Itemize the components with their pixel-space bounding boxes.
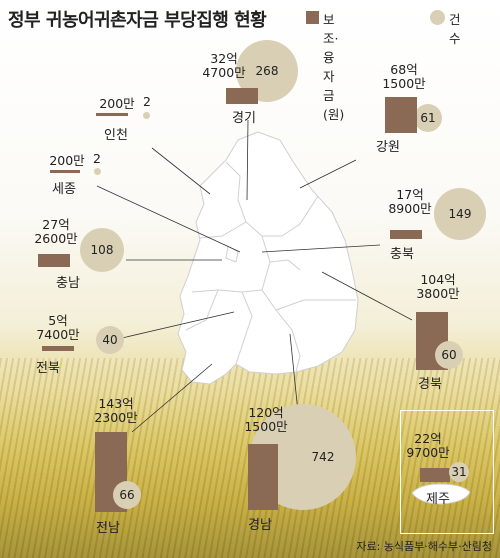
legend-circle-swatch <box>430 10 445 25</box>
bubble-gangwon: 61 <box>414 104 442 132</box>
bar-incheon <box>96 113 128 116</box>
region-name-sejong: 세종 <box>52 182 76 197</box>
region-name-jeonbuk: 전북 <box>36 361 60 376</box>
region-name-jeonnam: 전남 <box>96 521 120 536</box>
amount-sejong: 200만 <box>49 153 85 168</box>
legend-bar-label: 보조·융자금(원) <box>323 12 345 122</box>
amount-chungnam: 27억 2600만 <box>34 217 78 246</box>
amount-jeonbuk: 5억 7400만 <box>36 313 80 342</box>
bubble-jeonbuk: 40 <box>96 326 124 354</box>
bar-jeonbuk <box>42 346 74 351</box>
region-name-gyeongnam: 경남 <box>248 518 272 533</box>
region-name-chungbuk: 충북 <box>390 247 414 262</box>
region-name-incheon: 인천 <box>104 128 128 143</box>
amount-gyeonggi: 32억 4700만 <box>202 51 246 80</box>
bubble-jeju: 31 <box>449 462 469 482</box>
region-name-chungnam: 충남 <box>56 276 80 291</box>
region-name-gangwon: 강원 <box>376 140 400 155</box>
region-name-jeju: 제주 <box>426 492 450 507</box>
chart-title: 정부 귀농어귀촌자금 부당집행 현황 <box>8 10 267 31</box>
amount-gyeongbuk: 104억 3800만 <box>416 272 460 301</box>
province-borders <box>185 161 356 373</box>
bubble-sejong <box>94 168 101 175</box>
count-gyeongnam: 742 <box>311 450 335 464</box>
amount-jeonnam: 143억 2300만 <box>94 396 138 425</box>
bubble-chungnam: 108 <box>80 228 124 272</box>
jeju-island <box>411 483 471 505</box>
legend-circle-label: 건수 <box>449 12 461 46</box>
amount-gangwon: 68억 1500만 <box>382 62 426 91</box>
bubble-jeonnam: 66 <box>113 481 141 509</box>
bar-chungbuk <box>390 230 422 239</box>
count-incheon: 2 <box>143 94 151 109</box>
bubble-gyeongbuk: 60 <box>435 341 463 369</box>
bar-jeju <box>420 468 450 482</box>
amount-jeju: 22억 9700만 <box>406 431 450 460</box>
bubble-chungbuk: 149 <box>434 188 486 240</box>
bar-chungnam <box>38 254 70 267</box>
region-name-gyeonggi: 경기 <box>232 111 256 126</box>
source-credit: 자료: 농식품부·해수부·산림청 <box>356 540 492 553</box>
legend-bar-swatch <box>306 11 319 24</box>
count-sejong: 2 <box>93 151 101 166</box>
leader-lines <box>96 119 413 433</box>
bar-sejong <box>50 170 80 173</box>
bubble-incheon <box>143 112 150 119</box>
bar-gangwon <box>385 97 417 133</box>
amount-gyeongnam: 120억 1500만 <box>244 405 288 434</box>
region-name-gyeongbuk: 경북 <box>418 377 442 392</box>
amount-incheon: 200만 <box>99 96 135 111</box>
peninsula-outline <box>177 131 359 385</box>
jeju-inset-box <box>400 410 494 534</box>
amount-chungbuk: 17억 8900만 <box>388 187 432 216</box>
bar-gyeonggi <box>226 88 258 104</box>
bar-gyeongnam <box>248 444 278 510</box>
